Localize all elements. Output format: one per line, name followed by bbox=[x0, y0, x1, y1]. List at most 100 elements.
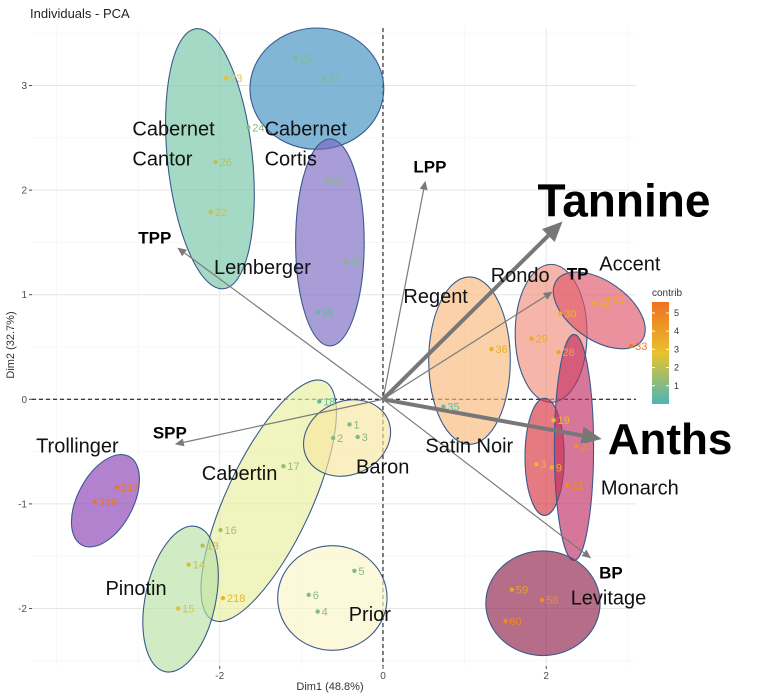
point-label: 4 bbox=[322, 607, 328, 619]
group-ellipse bbox=[302, 399, 392, 477]
point-label: 21 bbox=[571, 480, 583, 492]
point-label: 60 bbox=[509, 616, 521, 628]
point-label: 17 bbox=[287, 461, 299, 473]
legend-tick-label: 2 bbox=[674, 363, 679, 373]
x-tick-label: 2 bbox=[543, 671, 549, 682]
individual-point bbox=[441, 404, 446, 409]
point-label: 3 bbox=[540, 459, 546, 471]
point-label: 30 bbox=[564, 309, 576, 321]
individual-point bbox=[557, 311, 563, 316]
group-label-line: Cortis bbox=[265, 149, 317, 171]
legend-tick-label: 1 bbox=[674, 381, 679, 391]
group-label: Rondo bbox=[491, 265, 550, 287]
group-label-line: Cantor bbox=[132, 149, 192, 171]
point-label: 5 bbox=[358, 566, 364, 578]
group-label: Monarch bbox=[601, 477, 679, 499]
variable-arrowhead bbox=[541, 221, 563, 242]
individual-point bbox=[556, 350, 561, 355]
group-label: Cabernet Cantor bbox=[132, 119, 215, 171]
group-label-line: Levitage bbox=[571, 587, 647, 609]
point-label: 39 bbox=[350, 256, 362, 268]
y-tick-label: -1 bbox=[18, 499, 27, 510]
group-ellipse bbox=[200, 379, 337, 623]
individual-point bbox=[606, 296, 611, 302]
legend-tick-label: 4 bbox=[674, 326, 679, 336]
legend-colorbar bbox=[652, 302, 669, 404]
chart-title: Individuals - PCA bbox=[30, 6, 130, 21]
individual-point bbox=[539, 597, 545, 603]
individual-point bbox=[213, 159, 218, 165]
point-label: 28 bbox=[562, 347, 574, 359]
group-label-line: Trollinger bbox=[36, 436, 119, 458]
group-label-line: Rondo bbox=[491, 265, 550, 287]
group-label: Levitage bbox=[571, 587, 647, 609]
legend-tick-label: 5 bbox=[674, 308, 679, 318]
point-label: 13 bbox=[207, 541, 219, 553]
individual-point bbox=[347, 422, 352, 427]
individual-point bbox=[330, 435, 336, 441]
group-label: Trollinger bbox=[36, 436, 119, 458]
group-label: Satin Noir bbox=[425, 436, 513, 458]
individual-point bbox=[208, 209, 213, 215]
variable-arrowhead bbox=[174, 438, 185, 447]
point-label: 19 bbox=[558, 415, 570, 427]
x-tick-label: -2 bbox=[215, 671, 224, 682]
y-tick-label: 0 bbox=[21, 395, 27, 406]
variable-arrow bbox=[381, 234, 550, 401]
group-label: Accent bbox=[599, 254, 661, 276]
point-label: 2 bbox=[337, 433, 343, 445]
point-label: 18 bbox=[323, 396, 335, 408]
individual-point bbox=[355, 434, 360, 440]
individual-point bbox=[509, 587, 515, 592]
individual-point bbox=[503, 618, 508, 624]
point-label: 31 bbox=[612, 294, 624, 306]
variable-label: LPP bbox=[413, 158, 446, 177]
variable-label: SPP bbox=[153, 423, 187, 442]
point-label: 217 bbox=[121, 482, 139, 494]
group-ellipse bbox=[485, 550, 601, 657]
individual-point bbox=[325, 178, 330, 183]
individual-point bbox=[549, 465, 555, 470]
y-tick-label: -2 bbox=[18, 604, 27, 615]
group-label-line: Accent bbox=[599, 254, 661, 276]
point-label: 35 bbox=[447, 402, 459, 414]
individual-point bbox=[224, 76, 229, 81]
group-label-line: Cabertin bbox=[202, 463, 278, 485]
variable-arrowhead bbox=[177, 247, 187, 257]
group-label-line: Satin Noir bbox=[425, 436, 513, 458]
y-axis-title: Dim2 (32.7%) bbox=[5, 311, 17, 378]
individual-point bbox=[306, 592, 311, 598]
individual-point bbox=[281, 464, 286, 469]
point-label: 23 bbox=[230, 73, 242, 85]
group-label: Cabernet Cortis bbox=[265, 119, 348, 171]
group-label-line: Monarch bbox=[601, 477, 679, 499]
individual-point bbox=[92, 499, 98, 504]
group-ellipse bbox=[70, 453, 141, 548]
point-label: 36 bbox=[496, 344, 508, 356]
individual-point bbox=[246, 125, 251, 130]
point-label: 6 bbox=[313, 590, 319, 602]
point-label: 37 bbox=[331, 176, 343, 188]
individual-point bbox=[565, 482, 570, 488]
point-label: 59 bbox=[516, 585, 528, 597]
legend-title: contrib bbox=[652, 288, 682, 299]
variable-label: Tannine bbox=[538, 174, 711, 226]
point-label: 32 bbox=[598, 298, 610, 310]
variable-arrow bbox=[382, 397, 583, 438]
point-label: 25 bbox=[300, 53, 312, 65]
individual-point bbox=[628, 343, 634, 349]
group-label-line: Cabernet bbox=[132, 119, 215, 141]
group-ellipse bbox=[277, 545, 388, 651]
group-label: Regent bbox=[403, 286, 468, 308]
variable-arrow bbox=[184, 252, 384, 400]
group-label: Pinotin bbox=[105, 578, 166, 600]
variable-label: TP bbox=[567, 265, 589, 284]
group-label-line: Lemberger bbox=[214, 257, 311, 279]
point-label: 24 bbox=[252, 122, 264, 134]
point-label: 218 bbox=[227, 593, 245, 605]
individual-point bbox=[315, 310, 320, 315]
point-label: 3 bbox=[362, 432, 368, 444]
point-label: 15 bbox=[182, 603, 194, 615]
variable-label: BP bbox=[599, 563, 623, 582]
